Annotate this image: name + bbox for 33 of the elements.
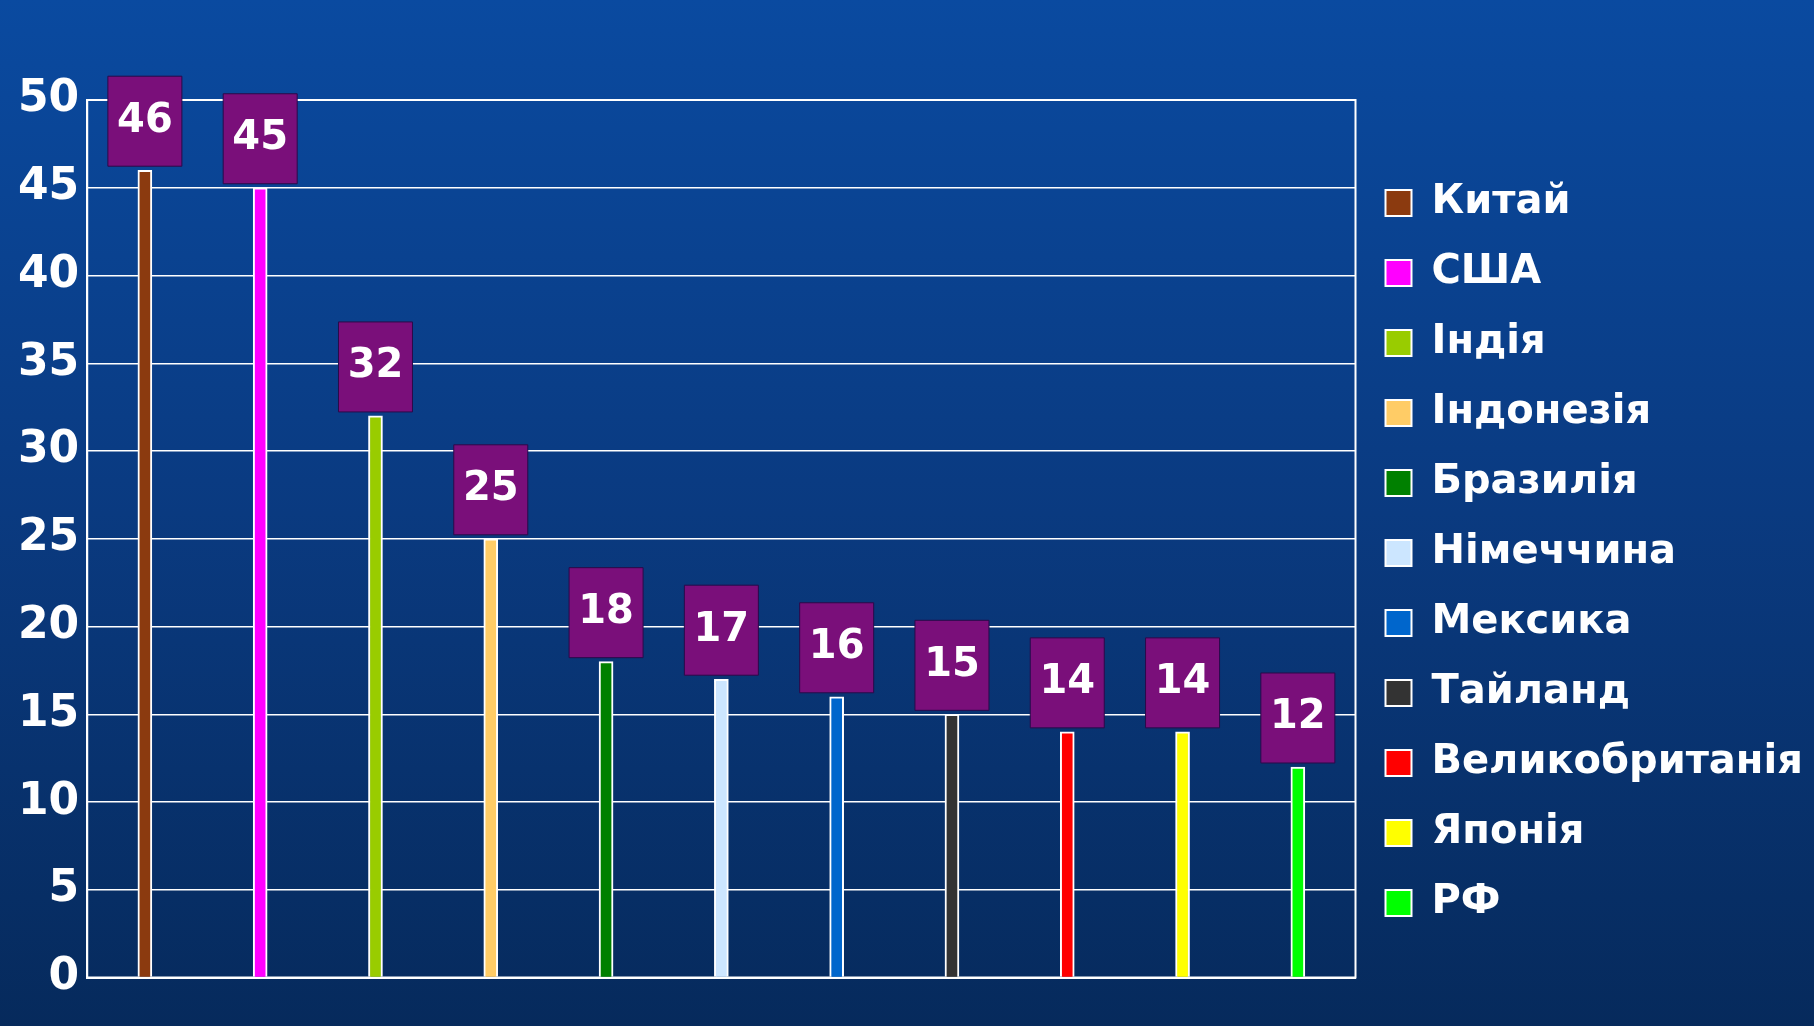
y-tick-label: 15 [18,684,80,736]
data-label: 16 [808,621,865,668]
legend-label: Великобританія [1431,736,1803,783]
y-tick-label: 0 [48,948,80,1000]
data-label: 25 [462,463,519,510]
legend-label: Бразилія [1431,456,1638,503]
y-tick-label: 35 [18,333,80,385]
data-label: 45 [232,112,289,159]
legend-label: Японія [1431,806,1585,853]
data-label: 12 [1270,691,1326,738]
data-label: 15 [924,638,980,685]
data-label: 14 [1039,656,1096,703]
y-tick-label: 5 [48,860,80,912]
y-tick-label: 25 [18,509,80,561]
data-label: 46 [117,94,173,141]
y-tick-label: 50 [18,70,80,122]
y-tick-label: 45 [18,158,80,210]
legend-label: США [1431,246,1542,293]
data-label: 14 [1154,656,1211,703]
data-label: 18 [578,586,634,633]
y-tick-label: 20 [18,597,80,648]
data-label: 17 [693,603,750,650]
legend-label: Мексика [1431,596,1632,643]
legend-label: Німеччина [1431,526,1677,573]
legend-label: Індія [1431,316,1546,363]
legend-label: Тайланд [1431,666,1631,713]
y-tick-label: 40 [18,245,80,297]
y-tick-label: 30 [18,421,80,473]
data-label: 32 [347,340,404,387]
legend-label: РФ [1431,876,1501,923]
y-tick-label: 10 [18,772,80,824]
legend-label: Індонезія [1431,386,1652,433]
legend-label: Китай [1431,176,1571,223]
